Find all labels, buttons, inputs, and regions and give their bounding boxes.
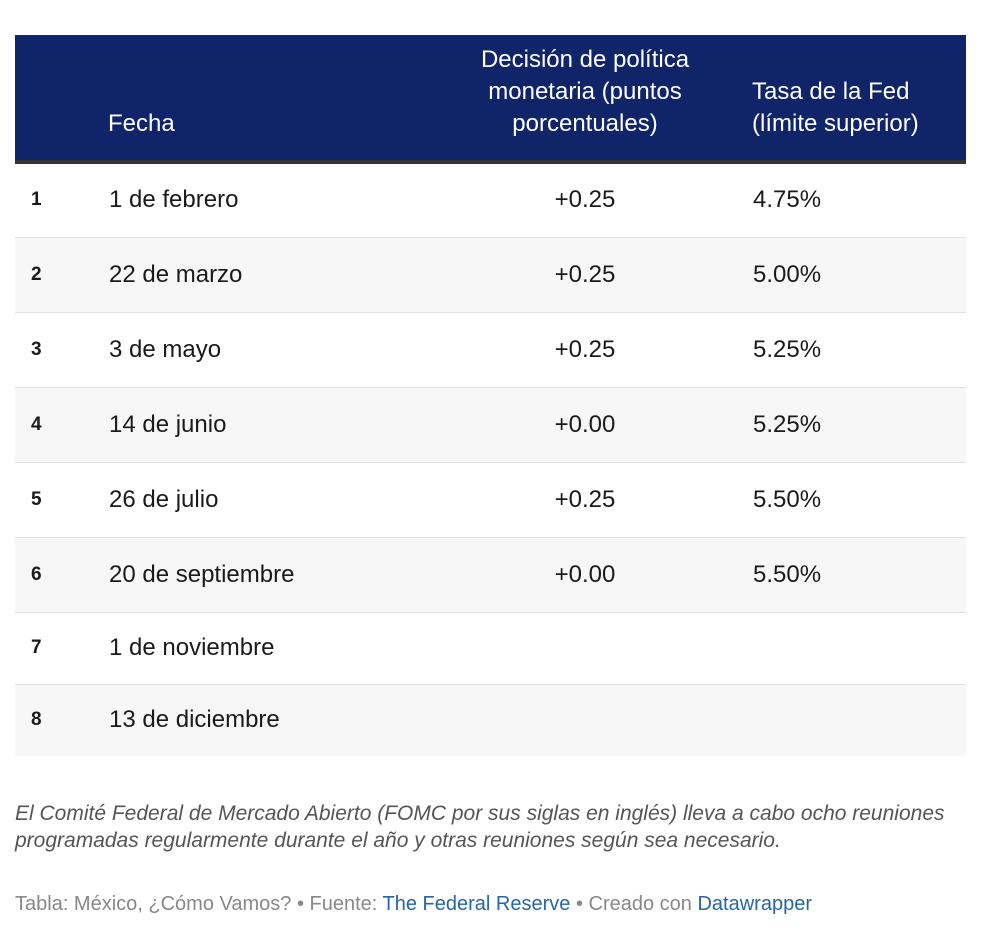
datawrapper-link[interactable]: Datawrapper — [697, 893, 812, 915]
tasa-cell: 4.75% — [752, 162, 966, 238]
header-decision: Decisión de política monetaria (puntos p… — [418, 35, 752, 164]
row-index-cell: 2 — [15, 237, 108, 313]
fecha-cell: 22 de marzo — [108, 237, 418, 313]
fecha-cell: 13 de diciembre — [109, 706, 280, 734]
table-header-row: Fecha Decisión de política monetaria (pu… — [15, 35, 966, 164]
data-table-container: Fecha Decisión de política monetaria (pu… — [15, 35, 966, 756]
tasa-cell — [752, 612, 966, 685]
tasa-cell — [752, 684, 966, 756]
source-middle: • Creado con — [570, 893, 698, 915]
decision-cell — [418, 684, 752, 756]
fed-rate-table: Fecha Decisión de política monetaria (pu… — [15, 35, 966, 756]
table-notes: El Comité Federal de Mercado Abierto (FO… — [15, 802, 945, 852]
row-index-cell: 1 — [15, 162, 108, 238]
decision-cell: +0.00 — [418, 537, 752, 613]
row-index-cell: 5 — [15, 462, 108, 538]
fecha-cell: 1 de noviembre — [108, 612, 418, 685]
tasa-cell: 5.00% — [752, 237, 966, 313]
decision-cell — [418, 612, 752, 685]
decision-cell: +0.25 — [418, 462, 752, 538]
fecha-cell: 1 de febrero — [108, 162, 418, 238]
tasa-cell: 5.25% — [752, 387, 966, 463]
fecha-cell: 26 de julio — [108, 462, 418, 538]
decision-cell: +0.25 — [418, 162, 752, 238]
tasa-cell: 5.25% — [752, 312, 966, 388]
fecha-cell: 14 de junio — [108, 387, 418, 463]
row-index-cell: 8 — [31, 709, 42, 731]
table-row: 8 13 de diciembre — [15, 684, 966, 756]
header-decision-line-2: monetaria (puntos — [488, 78, 682, 105]
fecha-cell: 20 de septiembre — [108, 537, 418, 613]
header-fecha: Fecha — [108, 35, 418, 164]
header-decision-line-3: porcentuales) — [512, 110, 658, 137]
source-line: Tabla: México, ¿Cómo Vamos? • Fuente: Th… — [15, 893, 812, 916]
row-index-cell: 7 — [15, 612, 108, 685]
tasa-cell: 5.50% — [752, 537, 966, 613]
decision-cell: +0.25 — [418, 312, 752, 388]
decision-cell: +0.00 — [418, 387, 752, 463]
fecha-cell: 3 de mayo — [108, 312, 418, 388]
row-index-cell: 3 — [15, 312, 108, 388]
table-row: 5 26 de julio +0.25 5.50% — [15, 462, 966, 538]
row-index-cell: 6 — [15, 537, 108, 613]
decision-cell: +0.25 — [418, 237, 752, 313]
table-row: 6 20 de septiembre +0.00 5.50% — [15, 537, 966, 613]
header-tasa-line-2: (límite superior) — [752, 110, 919, 137]
source-prefix: Tabla: México, ¿Cómo Vamos? • Fuente: — [15, 893, 383, 915]
table-row: 2 22 de marzo +0.25 5.00% — [15, 237, 966, 313]
source-link[interactable]: The Federal Reserve — [382, 893, 571, 915]
tasa-cell: 5.50% — [752, 462, 966, 538]
header-decision-line-1: Decisión de política — [480, 46, 690, 73]
table-row: 4 14 de junio +0.00 5.25% — [15, 387, 966, 463]
header-tasa-line-1: Tasa de la Fed — [752, 78, 910, 105]
header-tasa: Tasa de la Fed (límite superior) — [752, 35, 966, 164]
row-index-cell: 4 — [15, 387, 108, 463]
header-index — [15, 35, 108, 164]
